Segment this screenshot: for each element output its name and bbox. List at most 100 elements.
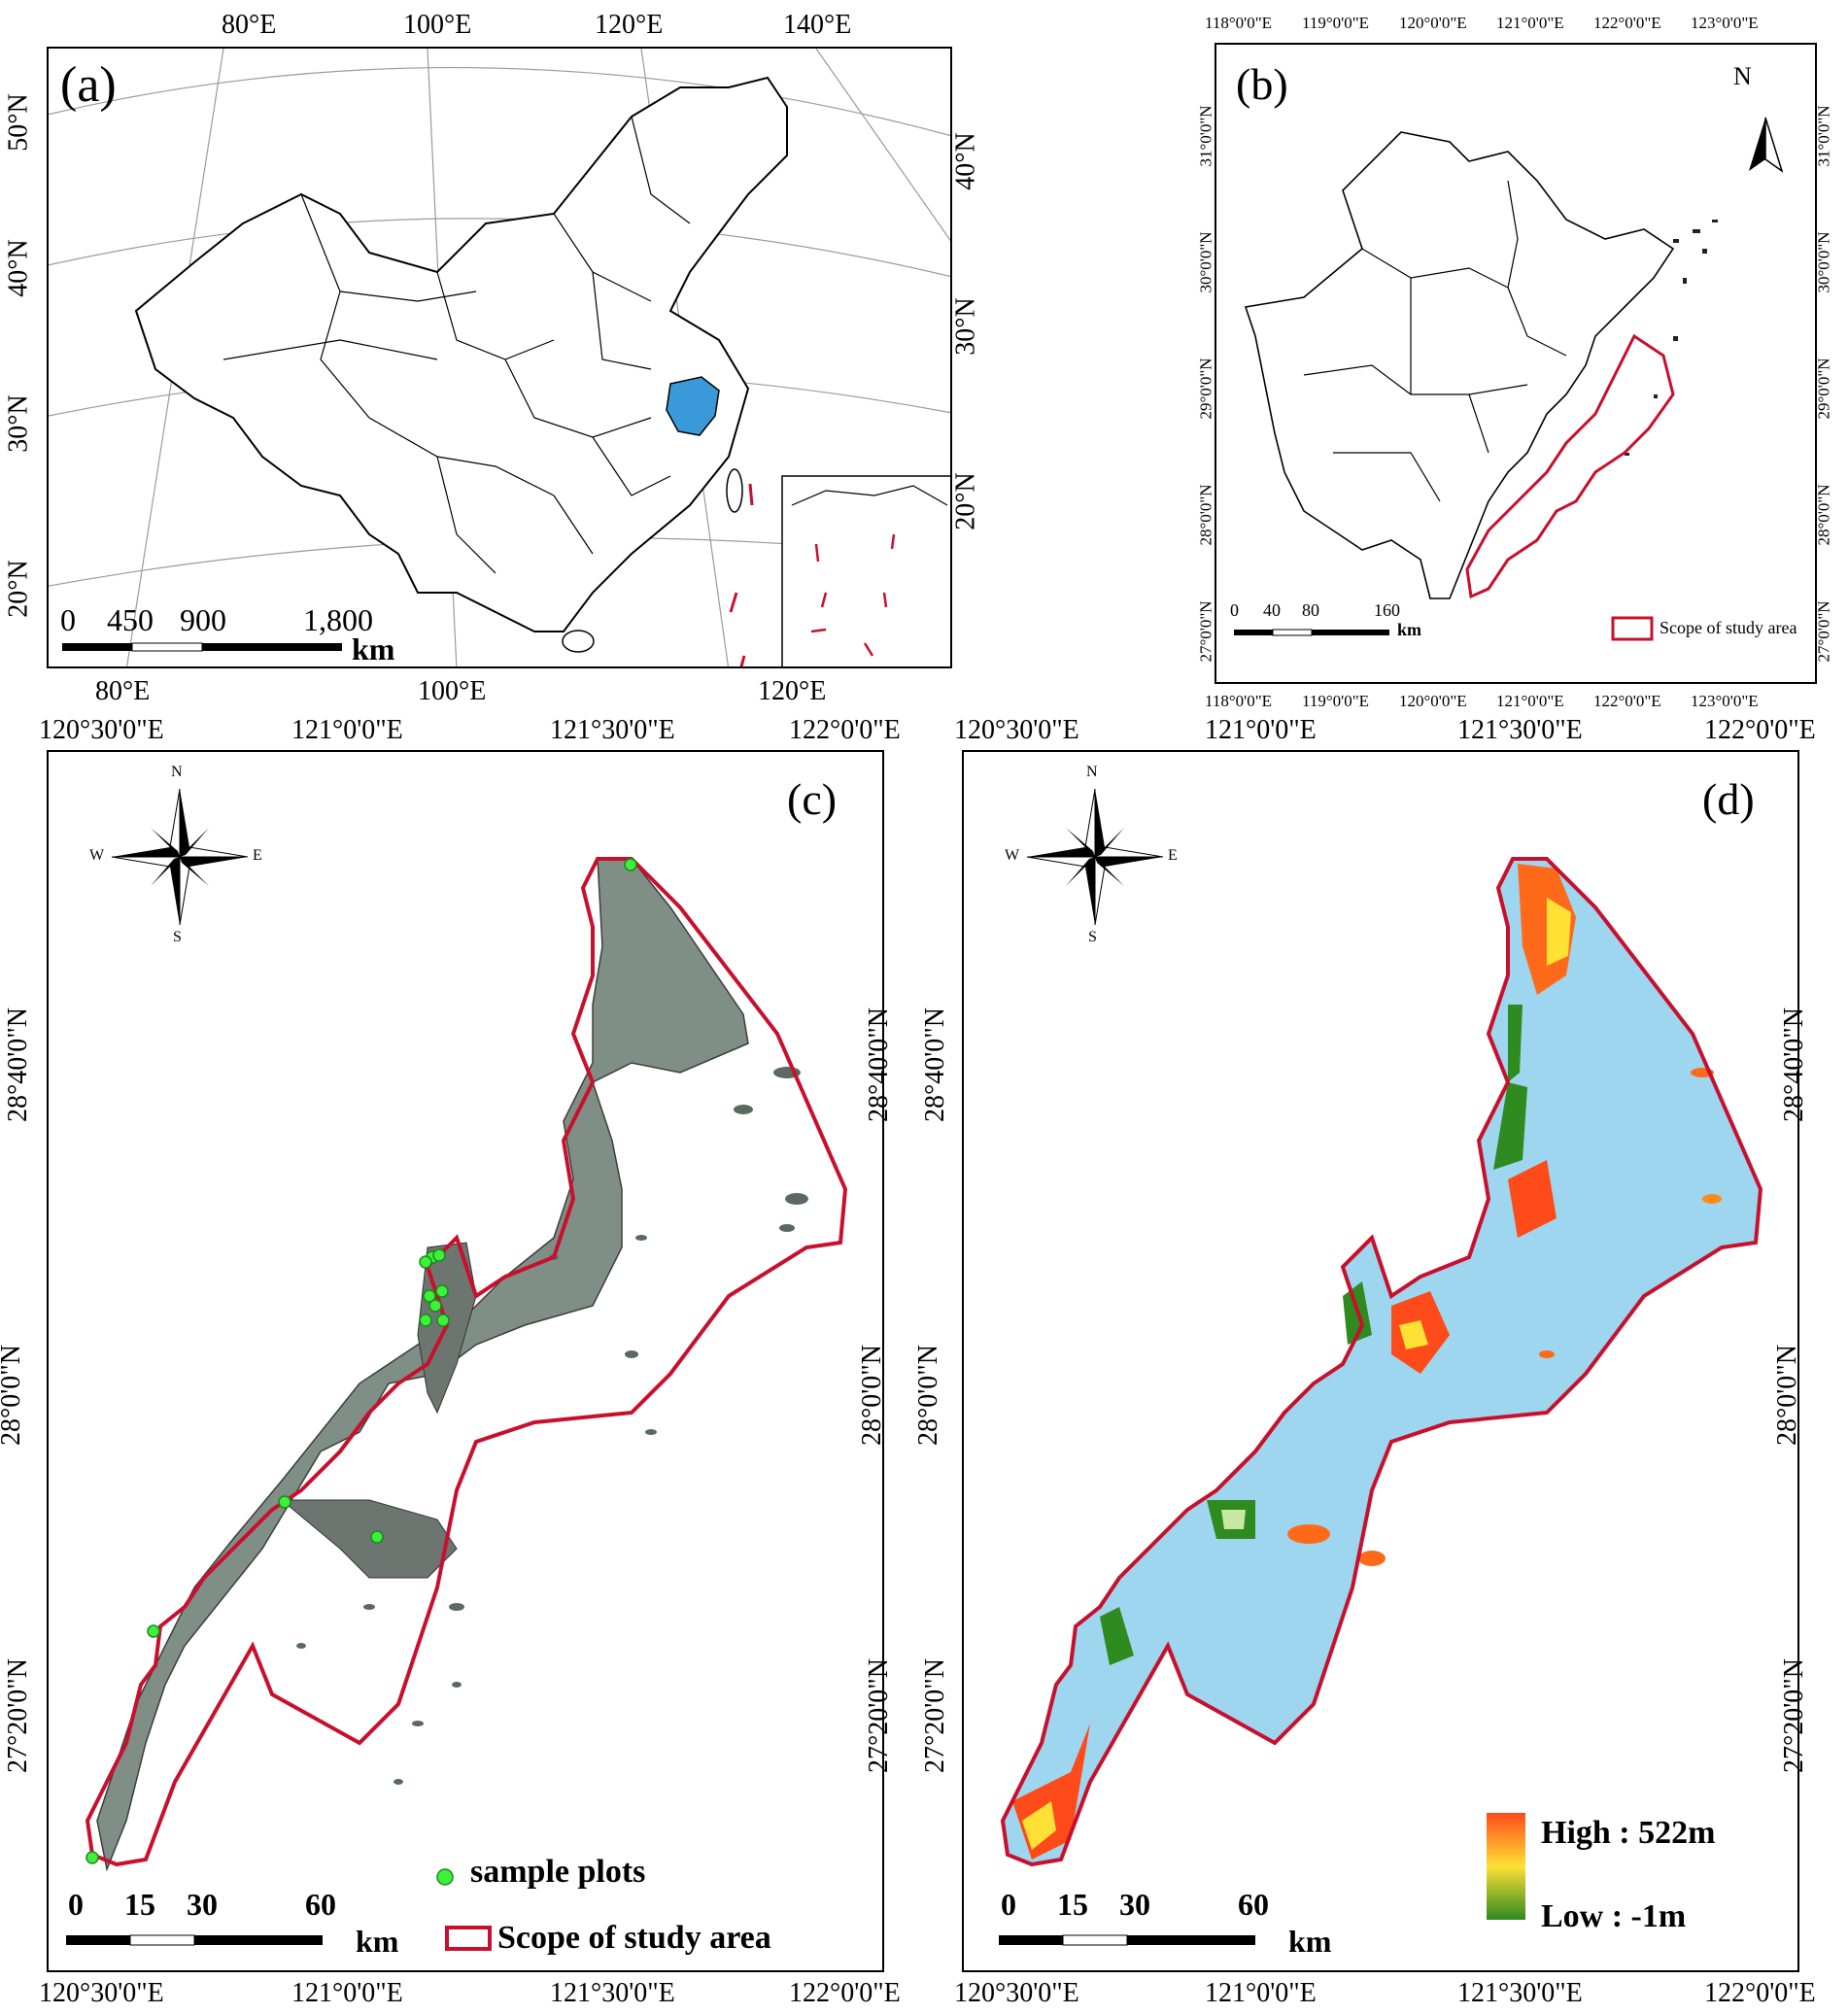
b-bottom-tick: 120°0'0"E bbox=[1399, 692, 1467, 710]
d-top-tick: 121°30'0"E bbox=[1457, 715, 1583, 745]
a-left-tick: 40°N bbox=[3, 239, 34, 297]
a-top-tick: 80°E bbox=[222, 10, 277, 40]
map-frame-b: (b) N 0 40 80 160 km Scope of study area bbox=[1215, 43, 1817, 684]
b-left-tick: 27°0'0"N bbox=[1196, 600, 1215, 663]
c-legend-points: sample plots bbox=[470, 1854, 646, 1890]
a-right-tick: 40°N bbox=[950, 132, 981, 190]
study-area-imagery bbox=[66, 788, 848, 1951]
a-scale-tick: 900 bbox=[180, 602, 226, 637]
a-bottom-tick: 120°E bbox=[758, 676, 827, 706]
c-scale-tick: 60 bbox=[305, 1887, 336, 1922]
d-left-tick: 27°20'0"N bbox=[919, 1658, 950, 1773]
b-top-tick: 122°0'0"E bbox=[1593, 14, 1661, 32]
b-top-tick: 121°0'0"E bbox=[1496, 14, 1564, 32]
compass-s-d: S bbox=[1088, 929, 1097, 945]
c-right-tick: 28°40'0"N bbox=[863, 1007, 894, 1122]
a-bottom-tick: 100°E bbox=[418, 676, 487, 706]
a-scale-tick: 1,800 bbox=[303, 602, 373, 637]
legend-area-symbol bbox=[445, 1926, 492, 1951]
north-arrow-b bbox=[1749, 117, 1784, 173]
b-top-tick: 120°0'0"E bbox=[1399, 14, 1467, 32]
d-right-tick: 27°20'0"N bbox=[1778, 1658, 1809, 1773]
a-scale-unit: km bbox=[352, 632, 395, 666]
panel-label-b: (b) bbox=[1236, 59, 1288, 109]
compass-w-c: W bbox=[89, 847, 105, 864]
panel-label-c: (c) bbox=[787, 774, 838, 824]
b-bottom-tick: 119°0'0"E bbox=[1302, 692, 1370, 710]
zhejiang-map bbox=[1234, 117, 1784, 641]
c-right-tick: 28°0'0"N bbox=[856, 1345, 887, 1446]
c-bottom-tick: 120°30'0"E bbox=[39, 1978, 164, 2008]
b-right-tick: 30°0'0"N bbox=[1814, 231, 1833, 293]
c-left-tick: 28°40'0"N bbox=[2, 1007, 33, 1122]
d-scale-tick: 60 bbox=[1238, 1887, 1269, 1922]
d-legend-high: High : 522m bbox=[1541, 1815, 1716, 1851]
compass-e-d: E bbox=[1168, 847, 1178, 864]
panel-label-a: (a) bbox=[60, 57, 117, 113]
a-top-tick: 120°E bbox=[595, 10, 664, 40]
c-right-tick: 27°20'0"N bbox=[863, 1658, 894, 1773]
map-frame-d: (d) N S E W 0 15 30 60 km High : 522m Lo… bbox=[962, 750, 1799, 1972]
a-scale-tick: 450 bbox=[107, 602, 154, 637]
a-left-tick: 50°N bbox=[3, 93, 34, 152]
d-legend-low: Low : -1m bbox=[1541, 1898, 1687, 1934]
b-bottom-tick: 123°0'0"E bbox=[1691, 692, 1759, 710]
d-top-tick: 122°0'0"E bbox=[1704, 715, 1816, 745]
d-bottom-tick: 121°0'0"E bbox=[1205, 1978, 1317, 2008]
b-right-tick: 28°0'0"N bbox=[1814, 484, 1833, 546]
d-scale-tick: 15 bbox=[1057, 1887, 1088, 1922]
b-left-tick: 29°0'0"N bbox=[1196, 358, 1215, 420]
c-legend-area: Scope of study area bbox=[497, 1920, 771, 1956]
scalebar-c bbox=[66, 1934, 323, 1946]
scalebar-a bbox=[62, 642, 342, 652]
compass-s-c: S bbox=[173, 929, 182, 945]
c-top-tick: 121°30'0"E bbox=[550, 715, 675, 745]
b-legend-area: Scope of study area bbox=[1660, 618, 1797, 637]
c-bottom-tick: 122°0'0"E bbox=[789, 1978, 901, 2008]
b-top-tick: 118°0'0"E bbox=[1205, 14, 1273, 32]
b-scale-unit: km bbox=[1397, 620, 1422, 639]
elevation-map bbox=[999, 788, 1763, 1946]
d-right-tick: 28°40'0"N bbox=[1778, 1007, 1809, 1122]
b-top-tick: 123°0'0"E bbox=[1691, 14, 1759, 32]
map-frame-c: (c) N S E W 0 15 30 60 km sample plots S… bbox=[47, 750, 884, 1972]
b-right-tick: 29°0'0"N bbox=[1814, 358, 1833, 420]
d-bottom-tick: 122°0'0"E bbox=[1704, 1978, 1816, 2008]
compass-w-d: W bbox=[1005, 847, 1020, 864]
a-left-tick: 20°N bbox=[3, 560, 34, 618]
a-right-tick: 20°N bbox=[950, 472, 981, 530]
compass-rose-d bbox=[1026, 788, 1164, 926]
a-left-tick: 30°N bbox=[3, 394, 34, 453]
c-top-tick: 122°0'0"E bbox=[789, 715, 901, 745]
d-bottom-tick: 120°30'0"E bbox=[954, 1978, 1079, 2008]
b-scale-tick: 160 bbox=[1374, 600, 1400, 620]
b-right-tick: 27°0'0"N bbox=[1814, 600, 1833, 663]
north-label-b: N bbox=[1733, 62, 1752, 90]
compass-rose-c bbox=[111, 788, 249, 926]
d-left-tick: 28°0'0"N bbox=[912, 1345, 943, 1446]
c-left-tick: 27°20'0"N bbox=[2, 1658, 33, 1773]
elevation-ramp bbox=[1487, 1813, 1525, 1920]
c-bottom-tick: 121°0'0"E bbox=[291, 1978, 403, 2008]
b-right-tick: 31°0'0"N bbox=[1814, 105, 1833, 167]
zhejiang-highlight bbox=[666, 376, 720, 436]
c-scale-tick: 0 bbox=[68, 1887, 84, 1922]
b-bottom-tick: 121°0'0"E bbox=[1496, 692, 1564, 710]
a-top-tick: 140°E bbox=[783, 10, 852, 40]
b-scale-tick: 80 bbox=[1302, 600, 1319, 620]
b-left-tick: 31°0'0"N bbox=[1196, 105, 1215, 167]
c-scale-unit: km bbox=[356, 1924, 399, 1959]
b-scale-tick: 40 bbox=[1263, 600, 1281, 620]
compass-n-d: N bbox=[1086, 764, 1098, 780]
b-bottom-tick: 118°0'0"E bbox=[1205, 692, 1273, 710]
a-right-tick: 30°N bbox=[950, 297, 981, 356]
compass-n-c: N bbox=[171, 764, 183, 780]
scalebar-d bbox=[999, 1934, 1255, 1946]
d-scale-tick: 30 bbox=[1119, 1887, 1150, 1922]
a-top-tick: 100°E bbox=[403, 10, 472, 40]
a-scale-tick: 0 bbox=[60, 602, 76, 637]
a-bottom-tick: 80°E bbox=[95, 676, 151, 706]
d-top-tick: 120°30'0"E bbox=[954, 715, 1079, 745]
b-left-tick: 30°0'0"N bbox=[1196, 231, 1215, 293]
d-scale-tick: 0 bbox=[1001, 1887, 1016, 1922]
